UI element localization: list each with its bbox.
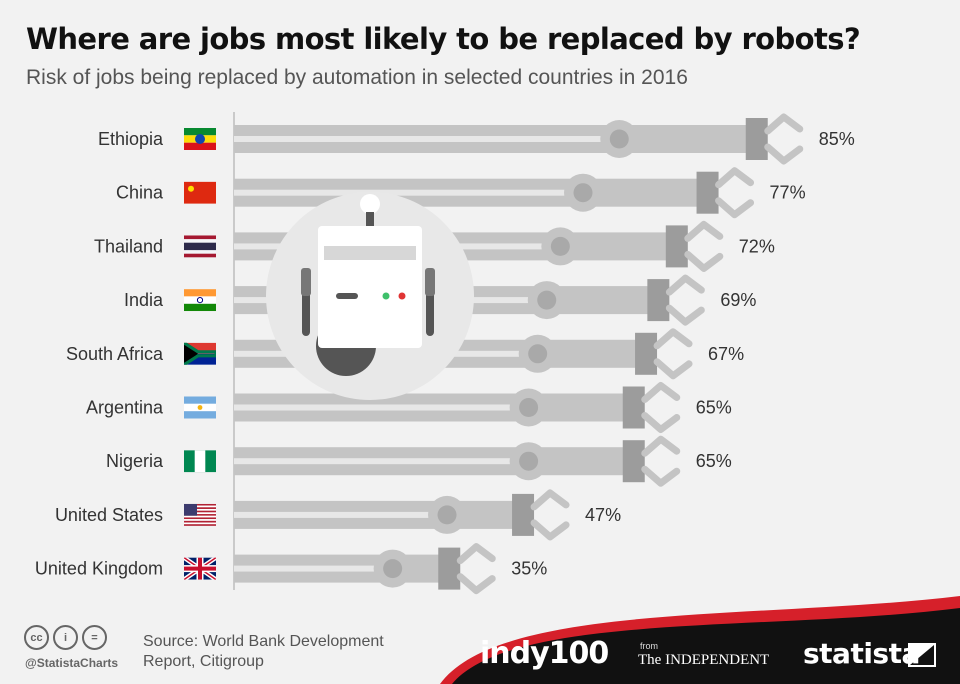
independent-logo: The INDEPENDENT	[638, 652, 770, 668]
flag-icon	[184, 557, 216, 580]
chart-row: United Kingdom 35%	[35, 543, 547, 595]
chart-title: Where are jobs most likely to be replace…	[26, 22, 861, 56]
flag-icon	[184, 181, 216, 204]
category-label: United States	[55, 505, 163, 525]
from-label: from	[640, 641, 658, 651]
gripper-claw	[684, 220, 724, 272]
license-icons: cc i =	[24, 625, 107, 650]
indy-number: 100	[548, 636, 610, 671]
cc-icon: cc	[24, 625, 49, 650]
indy-text: indy	[480, 636, 550, 671]
clamp-block	[438, 547, 461, 590]
statista-logo: statista	[803, 637, 920, 670]
value-label: 67%	[708, 344, 744, 364]
gripper-claw	[530, 489, 570, 541]
category-label: India	[124, 290, 164, 310]
clamp-block	[696, 171, 719, 214]
arm-joint-core	[519, 398, 539, 417]
value-label: 85%	[819, 129, 855, 149]
footer-band	[440, 596, 960, 684]
robot-icon	[266, 192, 474, 400]
bar-highlight	[234, 136, 610, 142]
bar-highlight	[234, 404, 519, 411]
statista-logo-icon	[908, 643, 936, 667]
arm-joint-core	[383, 559, 403, 579]
category-label: Thailand	[94, 236, 163, 256]
clamp-block	[622, 386, 645, 429]
indy100-logo: indy100	[480, 636, 610, 671]
chart-row: China 77%	[116, 167, 806, 219]
clamp-block	[647, 279, 670, 322]
bar-highlight	[234, 511, 438, 518]
twitter-handle: @StatistaCharts	[25, 656, 119, 670]
value-label: 47%	[585, 505, 621, 525]
flag-icon	[184, 396, 216, 419]
arm-joint-core	[528, 344, 548, 364]
gripper-claw	[764, 113, 804, 165]
category-label: South Africa	[66, 344, 164, 364]
bar-highlight	[234, 565, 383, 572]
value-label: 77%	[770, 183, 806, 203]
category-label: United Kingdom	[35, 559, 163, 579]
clamp-block	[635, 332, 658, 375]
arm-joint-core	[437, 505, 457, 525]
gripper-claw	[641, 435, 681, 487]
chart-row: Argentina 65%	[86, 382, 732, 433]
category-label: Ethiopia	[98, 129, 164, 149]
chart-row: Ethiopia 85%	[98, 113, 855, 165]
arm-joint-core	[609, 129, 629, 149]
flag-icon	[184, 503, 216, 526]
category-label: Argentina	[86, 398, 164, 418]
bar-highlight	[234, 189, 574, 196]
arm-joint-core	[537, 290, 557, 310]
clamp-block	[665, 225, 688, 268]
flag-icon	[184, 289, 216, 312]
gripper-claw	[665, 274, 705, 326]
flag-icon	[184, 342, 216, 365]
flag-icon	[184, 128, 216, 150]
value-label: 69%	[720, 290, 756, 310]
chart-subtitle: Risk of jobs being replaced by automatio…	[26, 66, 688, 89]
chart-row: United States 47%	[55, 489, 621, 541]
value-label: 65%	[696, 451, 732, 471]
arm-joint-core	[550, 236, 570, 256]
value-label: 35%	[511, 559, 547, 579]
attribution-icon: i	[53, 625, 78, 650]
value-label: 65%	[696, 398, 732, 418]
clamp-block	[745, 118, 768, 160]
gripper-claw	[456, 543, 496, 595]
arm-joint-core	[573, 183, 593, 203]
category-label: China	[116, 183, 164, 203]
clamp-block	[512, 493, 535, 536]
no-derivatives-icon: =	[82, 625, 107, 650]
bar-highlight	[234, 458, 519, 465]
source-note: Source: World Bank Development Report, C…	[143, 633, 384, 670]
flag-icon	[184, 450, 216, 473]
chart-row: Nigeria 65%	[106, 435, 732, 487]
value-label: 72%	[739, 236, 775, 256]
category-label: Nigeria	[106, 451, 164, 471]
gripper-claw	[715, 167, 755, 219]
arm-joint-core	[519, 451, 539, 471]
clamp-block	[622, 440, 645, 483]
flag-icon	[184, 235, 216, 258]
gripper-claw	[653, 328, 693, 380]
gripper-claw	[641, 382, 681, 433]
